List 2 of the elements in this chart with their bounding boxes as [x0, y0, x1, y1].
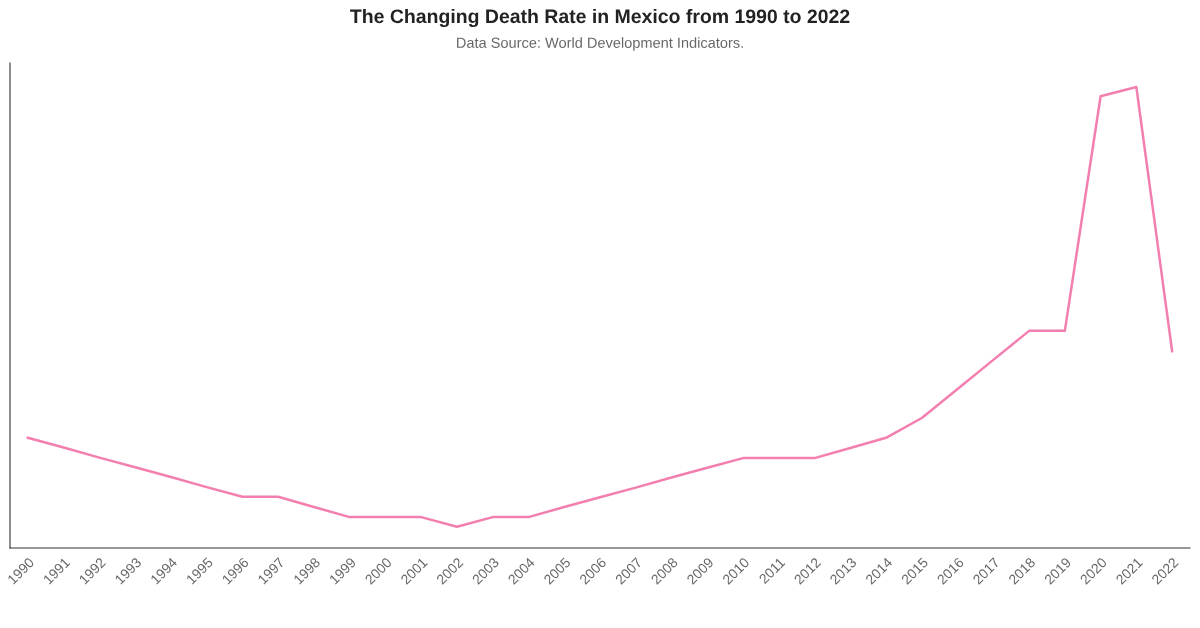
chart-subtitle: Data Source: World Development Indicators.	[457, 37, 743, 51]
chart-title: The Changing Death Rate in Mexico from 1990 to 2022	[350, 8, 850, 28]
